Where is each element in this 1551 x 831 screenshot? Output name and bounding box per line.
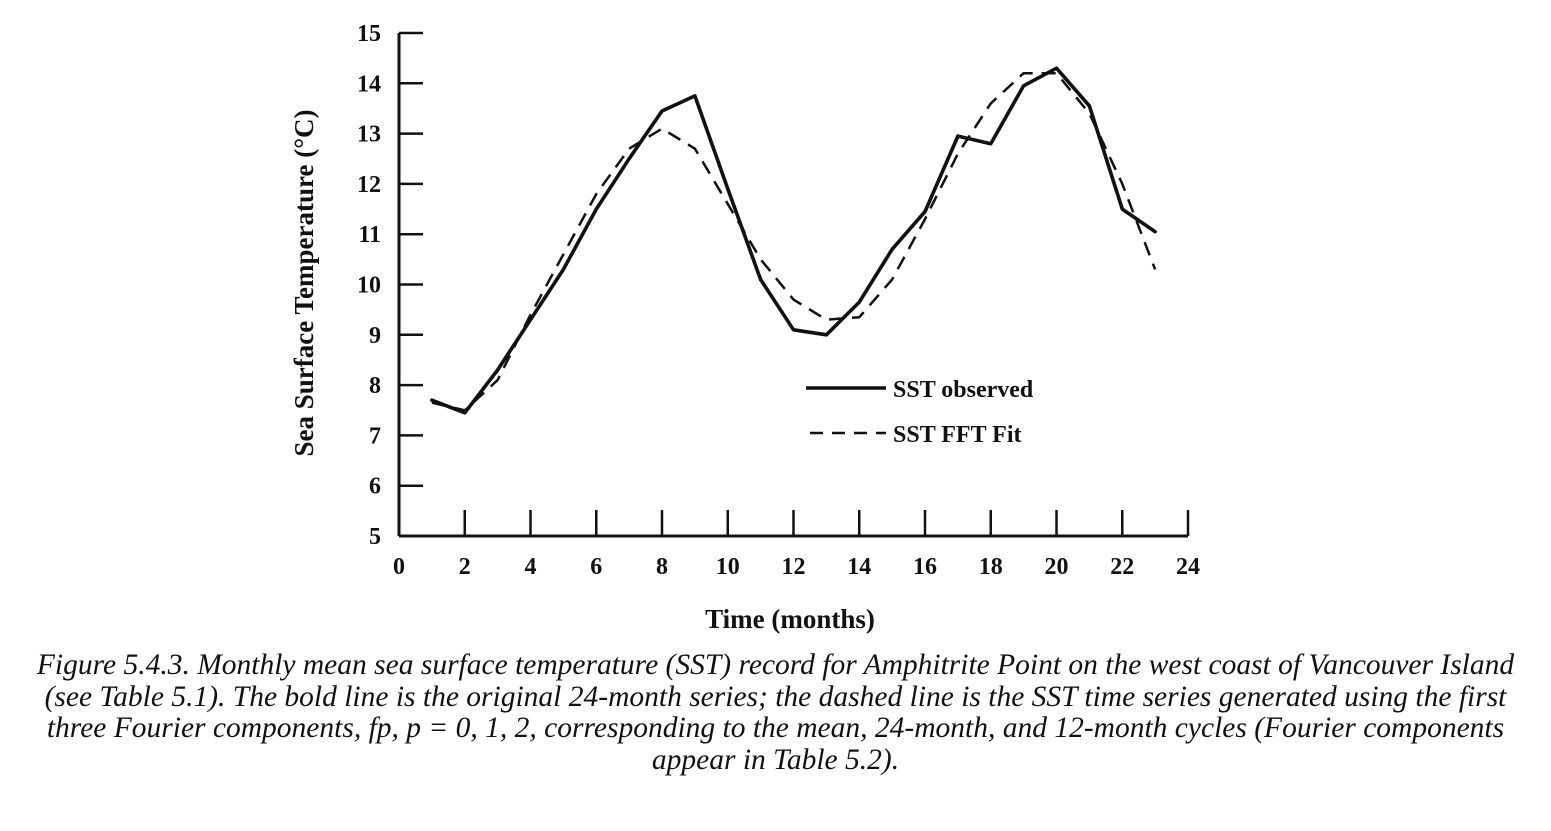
x-tick-label: 2 [459, 554, 471, 580]
y-tick-label: 8 [369, 373, 381, 399]
chart-ticks [399, 31, 1190, 536]
legend-label-observed: SST observed [893, 377, 1034, 403]
y-tick-label: 6 [369, 474, 381, 500]
legend-label-fft: SST FFT Fit [893, 422, 1021, 448]
x-tick-label: 22 [1110, 554, 1134, 580]
chart-series [430, 66, 1157, 415]
y-tick-label: 14 [357, 71, 381, 97]
x-tick-label: 16 [913, 554, 937, 580]
y-tick-label: 11 [358, 222, 381, 248]
y-tick-label: 13 [357, 122, 381, 148]
x-tick-label: 18 [979, 554, 1003, 580]
y-tick-label: 10 [357, 273, 381, 299]
series-line-sst-fft-fit [431, 71, 1157, 412]
y-tick-label: 7 [369, 423, 381, 449]
x-tick-label: 12 [782, 554, 806, 580]
x-tick-label: 4 [525, 554, 537, 580]
chart-legend: SST observed SST FFT Fit [806, 377, 1034, 448]
x-axis-title: Time (months) [705, 604, 875, 634]
x-tick-label: 20 [1045, 554, 1069, 580]
x-tick-label: 0 [393, 554, 405, 580]
figure-caption: Figure 5.4.3. Monthly mean sea surface t… [36, 649, 1515, 776]
series-line-sst-observed [430, 66, 1157, 415]
x-tick-label: 6 [590, 554, 602, 580]
y-tick-label: 15 [357, 21, 381, 47]
x-tick-label: 14 [847, 554, 871, 580]
y-tick-label: 5 [369, 524, 381, 550]
y-axis-title: Sea Surface Temperature (°C) [289, 110, 319, 457]
x-tick-label: 24 [1176, 554, 1200, 580]
y-tick-label: 12 [357, 172, 381, 198]
chart-axes [397, 33, 1188, 538]
x-tick-label: 10 [716, 554, 740, 580]
x-tick-label: 8 [656, 554, 668, 580]
y-tick-label: 9 [369, 323, 381, 349]
